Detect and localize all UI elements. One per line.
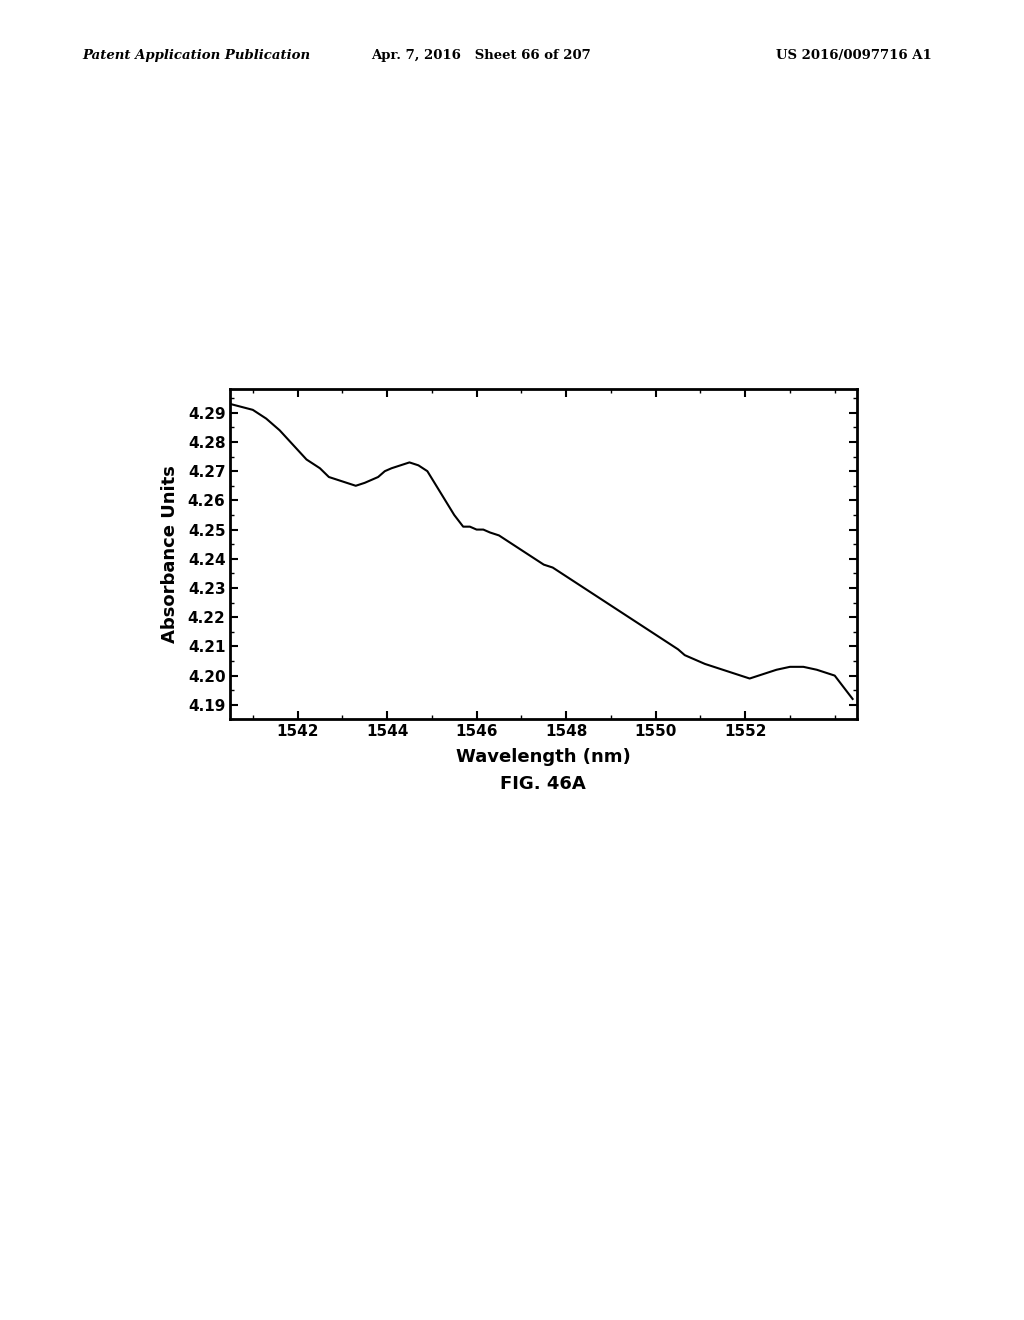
Y-axis label: Absorbance Units: Absorbance Units <box>162 466 179 643</box>
Text: Apr. 7, 2016   Sheet 66 of 207: Apr. 7, 2016 Sheet 66 of 207 <box>372 49 591 62</box>
Text: FIG. 46A: FIG. 46A <box>500 775 586 793</box>
Text: Patent Application Publication: Patent Application Publication <box>82 49 310 62</box>
Text: US 2016/0097716 A1: US 2016/0097716 A1 <box>776 49 932 62</box>
X-axis label: Wavelength (nm): Wavelength (nm) <box>457 747 631 766</box>
